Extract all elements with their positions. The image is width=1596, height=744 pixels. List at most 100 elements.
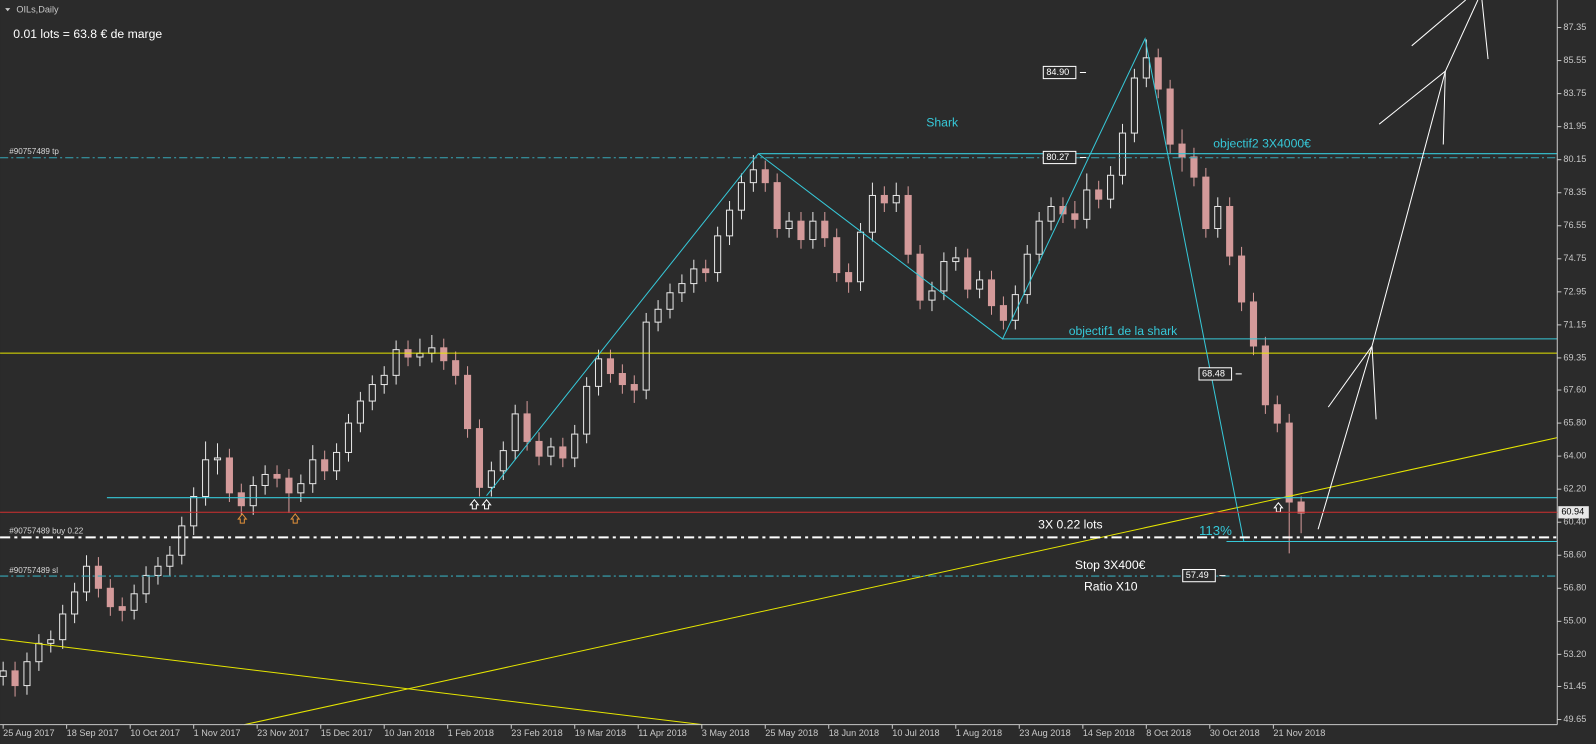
candle-body	[440, 347, 448, 362]
candle-body	[0, 670, 7, 677]
y-tick-label: 71.15	[1563, 319, 1586, 329]
y-tick-label: 49.65	[1563, 714, 1586, 724]
x-tick-label: 23 Aug 2018	[1019, 728, 1070, 738]
annotation: Shark	[926, 115, 959, 129]
y-tick-label: 62.20	[1563, 484, 1586, 494]
up-arrow	[481, 498, 492, 510]
candle-body	[666, 292, 674, 310]
x-tick-label: 1 Nov 2017	[194, 728, 241, 738]
arrow-head	[1481, 0, 1489, 60]
candle-body	[749, 169, 757, 184]
subtitle: 0.01 lots = 63.8 € de marge	[13, 27, 162, 41]
candle-body	[690, 268, 698, 285]
candle-body	[892, 194, 900, 204]
candle-body	[1035, 220, 1043, 255]
candle-body	[1214, 205, 1222, 230]
menu-triangle	[5, 8, 11, 12]
x-tick-label: 25 May 2018	[765, 728, 818, 738]
candle-body	[594, 358, 603, 387]
candle-body	[868, 194, 876, 233]
candle-body	[773, 182, 781, 230]
candle-body	[463, 374, 472, 430]
candle-body	[547, 446, 555, 457]
candle-body	[321, 459, 329, 472]
up-arrow	[237, 513, 248, 524]
candle-body	[880, 194, 888, 204]
candle-body	[1047, 205, 1055, 222]
candle-body	[356, 400, 364, 424]
order-label: #90757489 sl	[9, 566, 58, 575]
candle-body	[1285, 422, 1293, 503]
chart-title: OILs,Daily	[16, 5, 59, 15]
up-arrow	[1273, 501, 1284, 513]
candle-body	[856, 231, 865, 283]
candle-body	[154, 565, 162, 576]
candle-body	[761, 169, 769, 184]
candle-body	[1273, 404, 1281, 424]
price-label-box	[1042, 150, 1077, 165]
candle-body	[1178, 143, 1186, 158]
candle-body	[1023, 253, 1031, 296]
price-label-box	[1182, 569, 1216, 583]
candle-body	[213, 457, 222, 461]
candle-body	[11, 670, 19, 687]
candle-body	[380, 374, 388, 386]
drawings	[0, 0, 1558, 726]
candle-body	[261, 473, 269, 487]
candle-body	[392, 349, 400, 376]
y-tick-label: 83.75	[1563, 88, 1586, 98]
candle-body	[928, 290, 936, 301]
annotation: objectif2 3X4000€	[1213, 137, 1311, 151]
candle-body	[952, 257, 960, 263]
candle-body	[797, 220, 805, 241]
candle-body	[1261, 345, 1269, 406]
y-tick-label: 81.95	[1563, 121, 1586, 131]
candle-body	[1166, 88, 1174, 145]
candle-body	[130, 593, 138, 611]
candle-body	[630, 384, 638, 391]
candle-body	[416, 352, 424, 358]
x-tick-label: 19 Mar 2018	[575, 728, 626, 738]
candle-body	[1297, 501, 1305, 514]
x-tick-label: 10 Oct 2017	[130, 728, 180, 738]
y-tick-label: 85.55	[1563, 55, 1586, 65]
candle-body	[452, 360, 460, 376]
candle-body	[1249, 301, 1258, 347]
candle-body	[1142, 57, 1150, 79]
y-tick-label: 60.40	[1563, 517, 1586, 527]
up-arrow	[469, 498, 480, 510]
arrow-head	[1378, 70, 1446, 145]
candle-body	[678, 283, 686, 294]
candles	[0, 39, 1305, 697]
candle-body	[499, 450, 507, 472]
candle-body	[190, 495, 198, 527]
y-tick-label: 69.35	[1563, 352, 1586, 362]
projection	[1317, 0, 1479, 530]
annotation: 3X 0.22 lots	[1038, 517, 1102, 531]
candle-body	[987, 279, 996, 307]
y-tick-label: 65.80	[1563, 418, 1586, 428]
candle-body	[999, 305, 1007, 321]
candle-body	[940, 261, 948, 292]
candle-body	[833, 237, 841, 274]
price-label-box	[1198, 367, 1233, 381]
x-tick-label: 21 Nov 2018	[1273, 728, 1325, 738]
y-tick-label: 51.45	[1563, 681, 1586, 691]
annotation: 113%	[1199, 523, 1232, 538]
candle-body	[82, 565, 91, 593]
y-tick-label: 53.20	[1563, 649, 1586, 659]
candle-body	[1226, 205, 1234, 257]
candle-body	[106, 587, 114, 608]
x-tick-label: 23 Feb 2018	[511, 728, 562, 738]
candle-body	[142, 574, 150, 595]
candle-body	[809, 220, 817, 241]
candle-body	[1107, 174, 1115, 200]
y-tick-label: 74.75	[1563, 253, 1586, 263]
candle-body	[475, 428, 484, 488]
candle-body	[273, 473, 281, 479]
candle-body	[559, 446, 567, 459]
candle-body	[618, 373, 626, 386]
order-label: #90757489 buy 0.22	[9, 526, 84, 535]
up-arrows	[237, 513, 301, 524]
